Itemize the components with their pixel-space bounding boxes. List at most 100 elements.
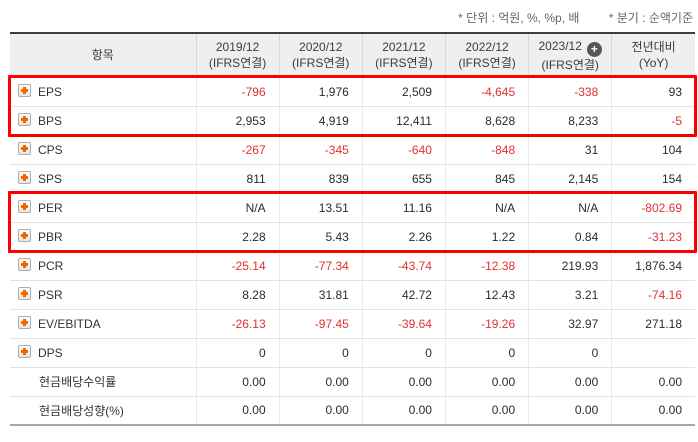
value-cell: 845 (444, 163, 529, 193)
value-cell: 12,411 (361, 105, 446, 135)
value-cell: -12.38 (444, 250, 529, 280)
item-column-header: 항목 (10, 33, 196, 78)
unit-note: * 단위 : 억원, %, %p, 배 (458, 11, 580, 25)
value-cell: 154 (611, 163, 695, 193)
table-row: EPS -796 1,976 2,509 -4,645 -338 93 (10, 77, 695, 106)
expand-row-icon[interactable] (18, 200, 31, 214)
accounting-standard-label: (YoY) (638, 56, 669, 71)
value-cell: 219.93 (528, 250, 612, 280)
value-cell: 1,876.34 (611, 250, 695, 280)
value-cell: -39.64 (361, 308, 446, 338)
value-cell: -848 (444, 134, 529, 164)
value-cell: -802.69 (611, 192, 695, 222)
table-row: PCR -25.14 -77.34 -43.74 -12.38 219.93 1,876.… (10, 250, 695, 280)
value-cell: 2,953 (195, 105, 280, 135)
financial-table-wrap: 항목 2019/12 (IFRS연결) 2020/12 (IFRS연결) 202… (8, 32, 697, 426)
value-cell: 0.00 (195, 366, 280, 396)
period-column-header: 2022/12 (IFRS연결) (444, 33, 529, 78)
expand-row-icon[interactable] (18, 171, 31, 185)
table-row: CPS -267 -345 -640 -848 31 104 (10, 134, 695, 164)
value-cell: 2.28 (195, 221, 280, 251)
value-cell: 811 (195, 163, 280, 193)
row-label: EPS (38, 84, 63, 99)
table-row: 현금배당성향(%) 0.00 0.00 0.00 0.00 0.00 0.00 (10, 395, 695, 425)
value-cell: -640 (361, 134, 446, 164)
row-label-cell: EV/EBITDA (10, 308, 196, 338)
value-cell: -26.13 (195, 308, 280, 338)
table-row: EV/EBITDA -26.13 -97.45 -39.64 -19.26 32.97 2… (10, 308, 695, 338)
value-cell: 0.00 (278, 395, 363, 425)
value-cell: 839 (278, 163, 363, 193)
value-cell: 0 (278, 337, 363, 367)
table-row: PSR 8.28 31.81 42.72 12.43 3.21 -74.16 (10, 279, 695, 309)
row-label-cell: PSR (10, 279, 196, 309)
accounting-standard-label: (IFRS연결) (458, 56, 516, 71)
period-label: 전년대비 (631, 40, 676, 55)
value-cell: 8,233 (528, 105, 612, 135)
row-label-cell: DPS (10, 337, 196, 367)
value-cell (611, 337, 695, 367)
row-label-cell: PCR (10, 250, 196, 280)
row-label: CPS (38, 142, 63, 157)
value-cell: -97.45 (278, 308, 363, 338)
row-label: BPS (38, 113, 63, 128)
row-label: SPS (38, 171, 63, 186)
period-label: 2019/12 (215, 40, 260, 55)
table-row: SPS 811 839 655 845 2,145 154 (10, 163, 695, 193)
period-label: 2023/12 (538, 38, 582, 53)
value-cell: -74.16 (611, 279, 695, 309)
row-label-cell: CPS (10, 134, 196, 164)
value-cell: 0.00 (528, 395, 612, 425)
value-cell: 104 (611, 134, 695, 164)
period-label: 2020/12 (299, 40, 343, 55)
value-cell: -43.74 (361, 250, 446, 280)
value-cell: 3.21 (528, 279, 612, 309)
row-label: EV/EBITDA (38, 316, 101, 331)
value-cell: 8.28 (195, 279, 280, 309)
value-cell: 5.43 (278, 221, 363, 251)
value-cell: 4,919 (278, 105, 363, 135)
expand-row-icon[interactable] (18, 84, 31, 98)
basis-note: * 분기 : 순액기준 (608, 11, 693, 25)
value-cell: -77.34 (278, 250, 363, 280)
expand-row-icon[interactable] (18, 258, 31, 272)
value-cell: 0.00 (611, 395, 695, 425)
add-column-icon[interactable]: + (586, 41, 602, 57)
table-notes: * 단위 : 억원, %, %p, 배 * 분기 : 순액기준 (0, 0, 698, 32)
value-cell: 0.00 (528, 366, 612, 396)
value-cell: 0 (528, 337, 612, 367)
row-label: DPS (38, 345, 63, 360)
row-label-cell: SPS (10, 163, 196, 193)
accounting-standard-label: (IFRS연결) (292, 56, 350, 71)
value-cell: 655 (361, 163, 446, 193)
expand-row-icon[interactable] (18, 142, 31, 156)
period-column-header: 전년대비 (YoY) (611, 33, 695, 78)
value-cell: 1,976 (278, 77, 363, 106)
value-cell: 2,145 (528, 163, 612, 193)
expand-row-icon[interactable] (18, 229, 31, 243)
expand-row-icon[interactable] (18, 287, 31, 301)
value-cell: -4,645 (444, 77, 529, 106)
value-cell: 31 (528, 134, 612, 164)
per-share-ratio-table: 항목 2019/12 (IFRS연결) 2020/12 (IFRS연결) 202… (10, 32, 695, 426)
accounting-standard-label: (IFRS연결) (375, 56, 433, 71)
expand-row-icon[interactable] (18, 345, 31, 359)
value-cell: N/A (444, 192, 529, 222)
value-cell: 42.72 (361, 279, 446, 309)
value-cell: 0 (361, 337, 446, 367)
period-label: 2021/12 (382, 40, 426, 55)
value-cell: 32.97 (528, 308, 612, 338)
value-cell: 0.00 (195, 395, 280, 425)
value-cell: 0 (444, 337, 529, 367)
row-label: 현금배당수익률 (39, 375, 117, 389)
period-column-header: 2023/12 + (IFRS연결) (528, 33, 612, 78)
value-cell: 0.84 (528, 221, 612, 251)
expand-row-icon[interactable] (18, 316, 31, 330)
expand-row-icon[interactable] (18, 113, 31, 127)
row-label: PCR (38, 258, 64, 273)
row-label-cell: 현금배당성향(%) (10, 395, 196, 425)
period-column-header: 2019/12 (IFRS연결) (195, 33, 280, 78)
value-cell: -5 (611, 105, 695, 135)
period-label: 2022/12 (465, 40, 509, 55)
